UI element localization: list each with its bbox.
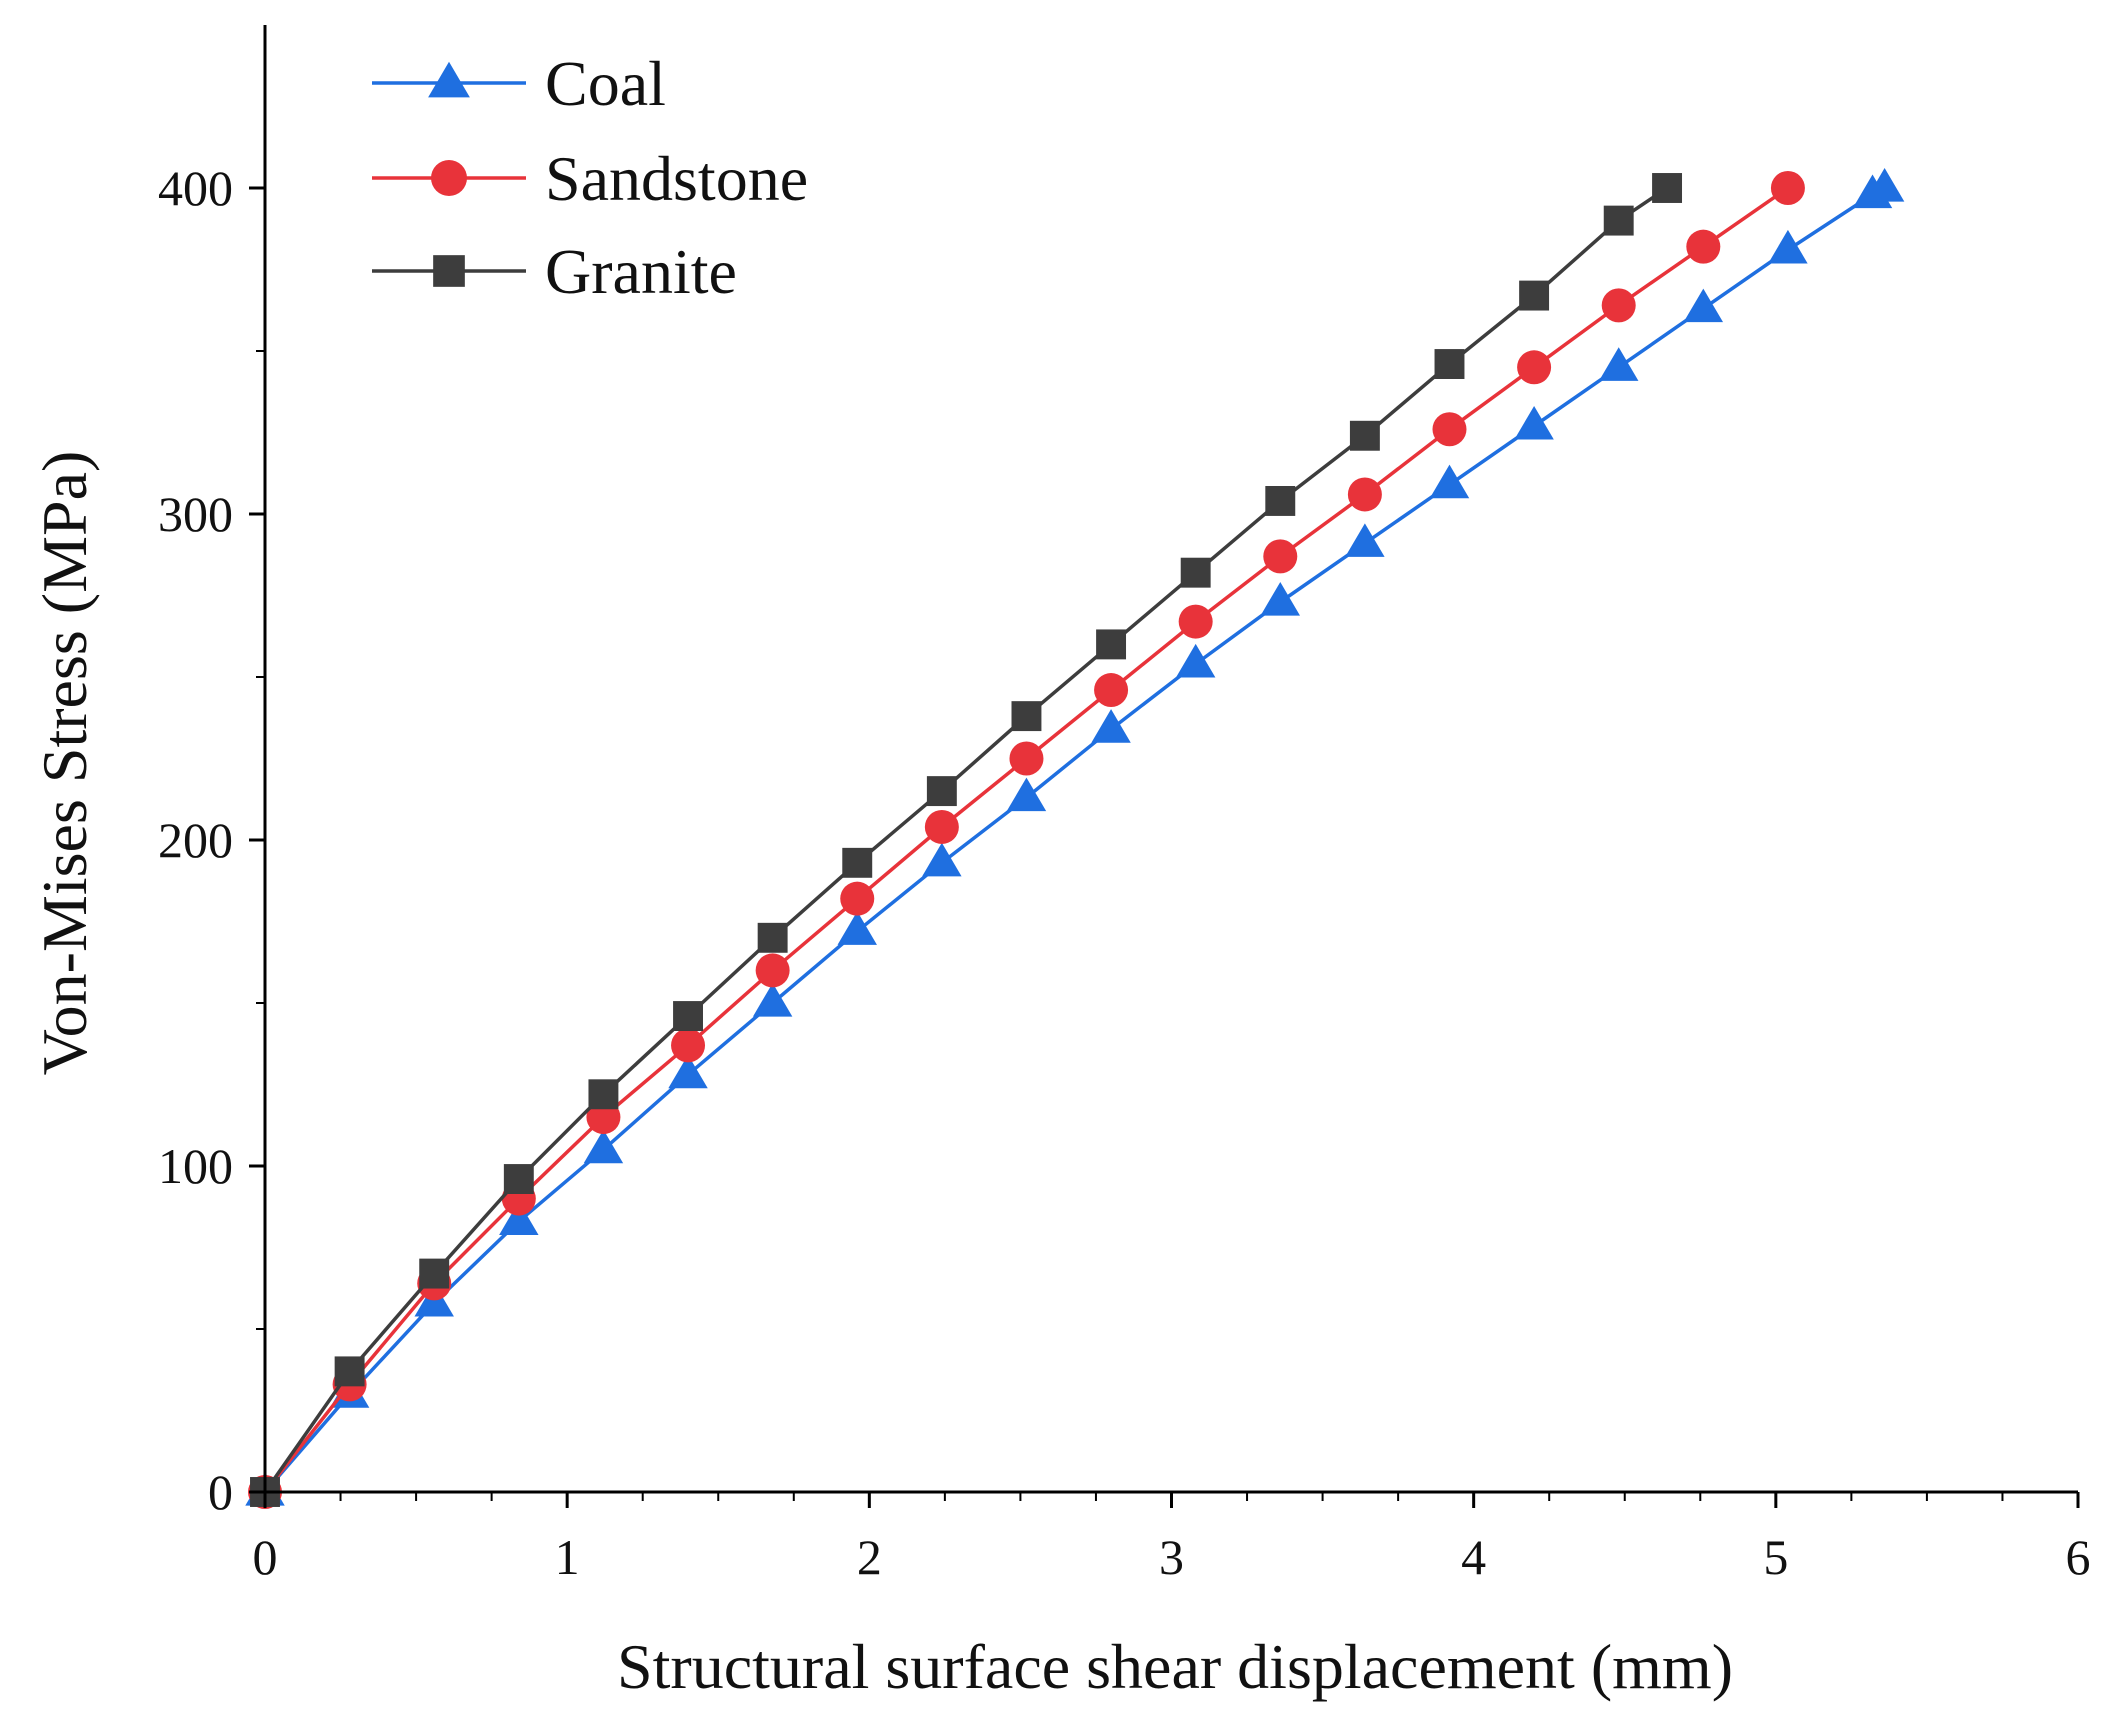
series-granite bbox=[250, 173, 1683, 1507]
data-point-sandstone bbox=[1770, 171, 1805, 205]
data-point-sandstone bbox=[1009, 741, 1044, 776]
x-tick-label: 1 bbox=[555, 1529, 580, 1585]
data-point-granite bbox=[334, 1356, 365, 1387]
data-point-granite bbox=[673, 1001, 703, 1031]
series-coal bbox=[245, 167, 1905, 1506]
data-point-coal bbox=[922, 842, 962, 877]
legend-marker-coal bbox=[428, 61, 470, 98]
data-point-granite bbox=[926, 776, 957, 807]
data-point-coal bbox=[499, 1201, 539, 1235]
legend-item-coal: Coal bbox=[372, 48, 666, 119]
y-tick-label: 100 bbox=[158, 1138, 233, 1194]
legend: Coal Sandstone Granite bbox=[372, 48, 808, 307]
x-tick-label: 5 bbox=[1763, 1529, 1788, 1585]
x-tick-label: 0 bbox=[253, 1529, 278, 1585]
data-point-granite bbox=[1434, 349, 1465, 379]
data-point-granite bbox=[757, 922, 788, 953]
x-tick-label: 2 bbox=[857, 1529, 882, 1585]
data-point-coal bbox=[1683, 288, 1724, 323]
series-sandstone bbox=[248, 171, 1805, 1509]
legend-marker-granite bbox=[433, 255, 465, 287]
legend-label-granite: Granite bbox=[545, 236, 737, 307]
data-point-coal bbox=[1091, 709, 1131, 743]
data-point-sandstone bbox=[1263, 539, 1298, 574]
legend-label-sandstone: Sandstone bbox=[545, 143, 808, 214]
data-point-coal bbox=[1514, 405, 1554, 440]
axes: 0 1 2 3 4 5 6 0 100 200 300 400 bbox=[158, 25, 2091, 1585]
data-point-coal bbox=[583, 1129, 624, 1164]
legend-item-granite: Granite bbox=[372, 236, 737, 307]
data-point-sandstone bbox=[1178, 604, 1213, 639]
data-point-coal bbox=[1598, 347, 1639, 381]
series-line-granite bbox=[263, 186, 1669, 1494]
x-tick-label: 6 bbox=[2066, 1529, 2091, 1585]
data-point-coal bbox=[1429, 464, 1470, 499]
legend-label-coal: Coal bbox=[545, 48, 666, 119]
y-tick-label: 0 bbox=[208, 1464, 233, 1520]
data-point-granite bbox=[1096, 629, 1127, 660]
data-point-granite bbox=[419, 1258, 450, 1289]
data-point-coal bbox=[1175, 643, 1216, 678]
series-line-sandstone bbox=[263, 186, 1789, 1494]
data-point-sandstone bbox=[671, 1028, 706, 1063]
x-tick-label: 3 bbox=[1159, 1529, 1184, 1585]
y-axis-title: Von-Mises Stress (MPa) bbox=[29, 451, 100, 1076]
data-point-coal bbox=[837, 911, 877, 945]
data-point-sandstone bbox=[1432, 412, 1467, 447]
data-point-coal bbox=[1345, 523, 1385, 557]
data-point-granite bbox=[503, 1164, 534, 1194]
data-point-granite bbox=[1180, 557, 1211, 588]
data-point-coal bbox=[1768, 229, 1808, 264]
data-point-sandstone bbox=[924, 809, 959, 844]
data-point-granite bbox=[1603, 205, 1634, 236]
y-tick-label: 300 bbox=[158, 486, 233, 542]
data-point-sandstone bbox=[755, 953, 790, 988]
data-point-coal bbox=[668, 1054, 708, 1089]
data-point-sandstone bbox=[1601, 288, 1636, 323]
x-axis-title: Structural surface shear displacement (m… bbox=[617, 1631, 1733, 1702]
series-layer bbox=[245, 167, 1905, 1509]
data-point-sandstone bbox=[840, 881, 875, 916]
data-point-sandstone bbox=[1686, 229, 1721, 264]
x-tick-label: 4 bbox=[1461, 1529, 1486, 1585]
y-tick-label: 200 bbox=[158, 812, 233, 868]
legend-marker-sandstone bbox=[431, 160, 467, 196]
data-point-coal bbox=[752, 982, 793, 1017]
data-point-granite bbox=[588, 1079, 619, 1110]
data-point-sandstone bbox=[1517, 350, 1552, 385]
data-point-sandstone bbox=[1094, 673, 1129, 708]
data-point-coal bbox=[1260, 581, 1300, 616]
data-point-granite bbox=[1652, 173, 1683, 203]
data-point-coal bbox=[1864, 167, 1905, 202]
legend-item-sandstone: Sandstone bbox=[372, 143, 808, 214]
data-point-granite bbox=[1349, 420, 1380, 451]
data-point-granite bbox=[842, 847, 873, 878]
data-point-sandstone bbox=[1347, 477, 1382, 512]
series-line-coal bbox=[263, 186, 1886, 1494]
y-tick-label: 400 bbox=[158, 160, 233, 216]
data-point-coal bbox=[1006, 777, 1047, 812]
data-point-granite bbox=[1265, 486, 1296, 516]
data-point-granite bbox=[1519, 280, 1550, 311]
data-point-granite bbox=[1011, 701, 1042, 732]
